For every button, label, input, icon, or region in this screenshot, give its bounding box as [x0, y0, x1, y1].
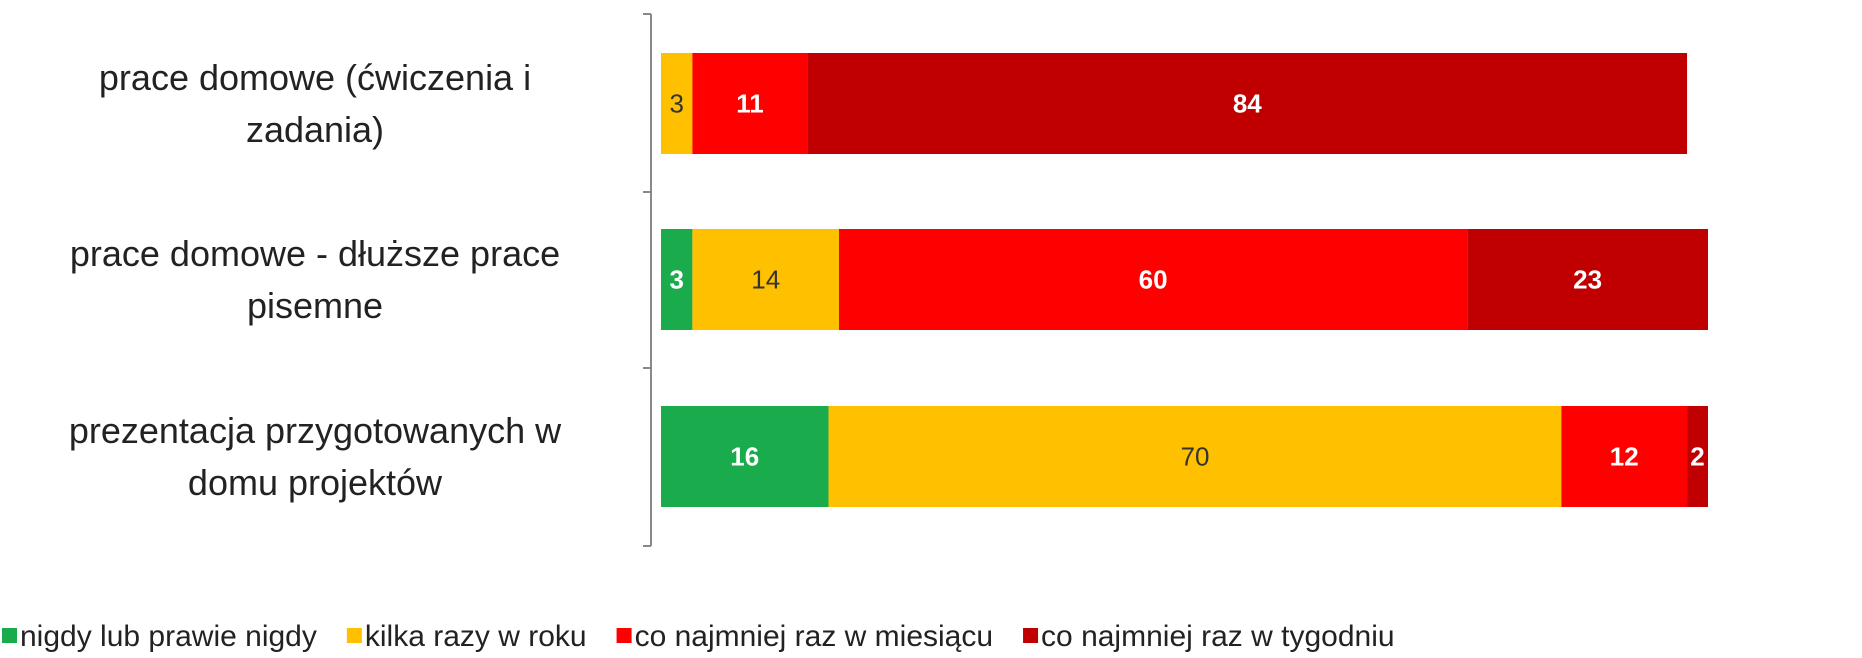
bar-segment — [1687, 406, 1708, 507]
bar-segment — [807, 53, 1688, 154]
data-label: 60 — [1139, 264, 1168, 294]
legend-label: co najmniej raz w tygodniu — [1041, 620, 1395, 653]
data-label: 23 — [1573, 264, 1602, 294]
data-label: 70 — [1181, 441, 1210, 471]
bar-segment — [661, 406, 829, 507]
legend-swatch — [2, 628, 17, 643]
data-label: 2 — [1690, 441, 1704, 471]
legend-swatch — [616, 628, 632, 643]
legend-label: nigdy lub prawie nigdy — [20, 620, 317, 653]
bar-segment — [828, 406, 1562, 507]
legend-label: co najmniej raz w miesiącu — [635, 620, 993, 653]
bar-segment — [661, 229, 693, 330]
data-label: 84 — [1233, 88, 1262, 118]
bar-segment — [692, 229, 839, 330]
data-label: 11 — [736, 88, 764, 118]
category-label: prezentacja przygotowanych w domu projek… — [68, 409, 562, 503]
data-label: 3 — [669, 88, 683, 118]
legend-label: kilka razy w roku — [365, 620, 587, 653]
legend-swatch — [1023, 628, 1039, 643]
bar-segment — [838, 229, 1468, 330]
data-label: 16 — [730, 441, 759, 471]
data-label: 14 — [751, 264, 780, 294]
category-label: prace domowe - dłuższe prace pisemne — [69, 232, 561, 326]
bar-segment — [661, 53, 693, 154]
category-label: prace domowe (ćwiczenia i zadania) — [98, 56, 532, 150]
bar-segment — [692, 53, 808, 154]
bar-segment — [1467, 229, 1708, 330]
legend-swatch — [346, 628, 362, 643]
bar-segment — [1561, 406, 1688, 507]
data-label: 12 — [1610, 441, 1639, 471]
data-label: 3 — [669, 264, 683, 294]
